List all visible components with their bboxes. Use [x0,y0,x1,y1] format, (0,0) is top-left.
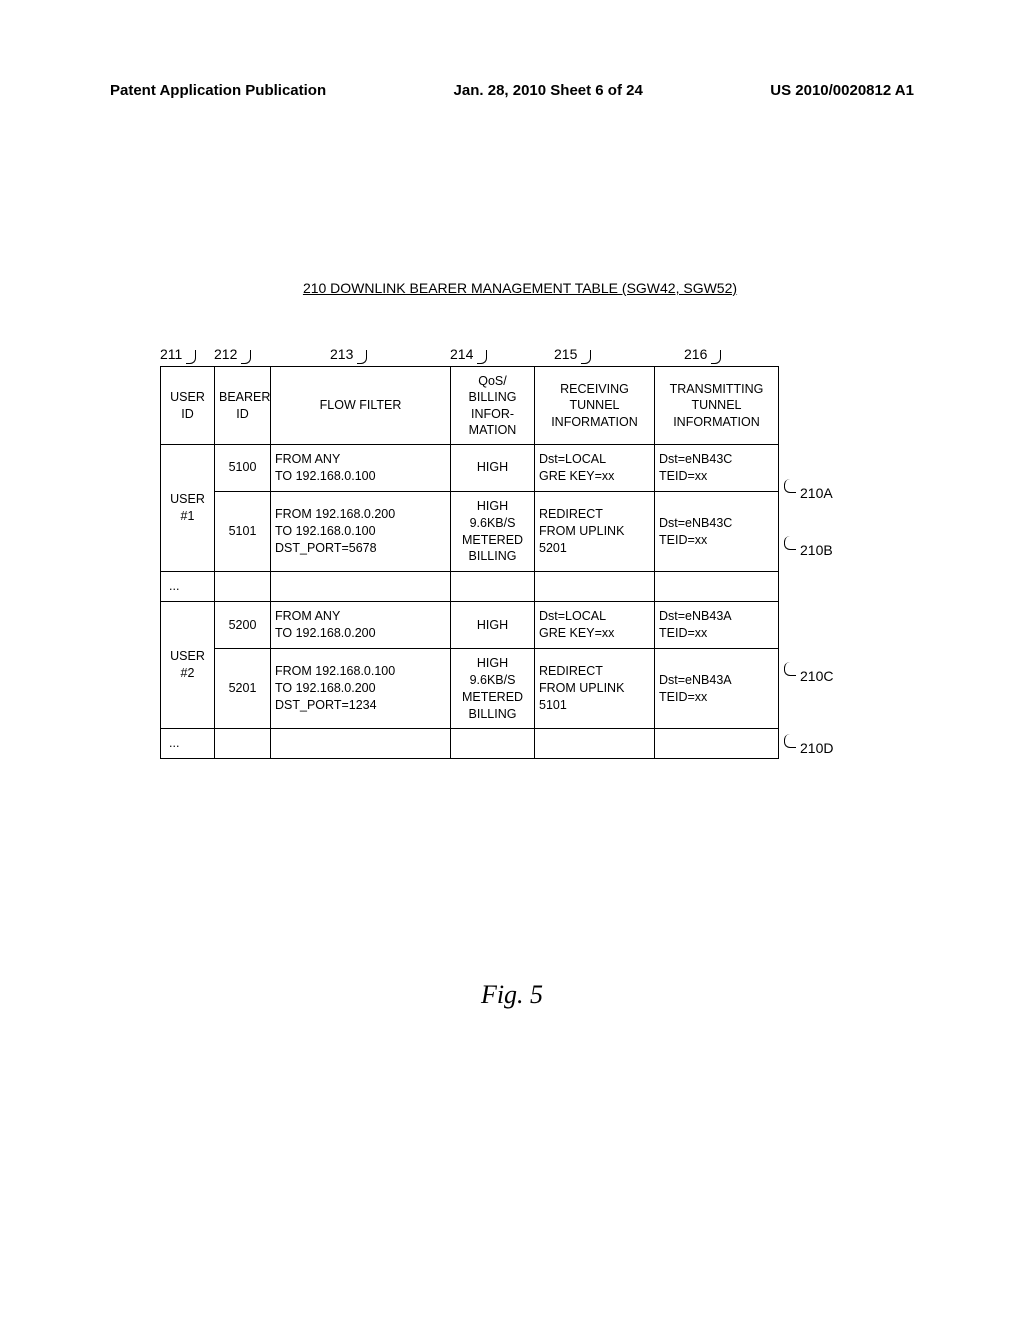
cell-empty [655,572,779,602]
row-ref-label: 210D [800,740,833,756]
cell-trans: Dst=eNB43C TEID=xx [655,445,779,492]
row-ref-label: 210A [800,485,833,501]
cell-qos: HIGH 9.6KB/S METERED BILLING [451,648,535,729]
cell-empty [655,729,779,759]
cell-empty [271,729,451,759]
table-row-ellipsis: ... [161,729,779,759]
cell-empty [535,572,655,602]
bearer-management-table: USER ID BEARER ID FLOW FILTER QoS/ BILLI… [160,366,779,759]
th-trans-tunnel: TRANSMITTING TUNNEL INFORMATION [655,367,779,445]
table-row: USER #1 5100 FROM ANY TO 192.168.0.100 H… [161,445,779,492]
cell-empty [451,572,535,602]
header-left: Patent Application Publication [110,82,326,99]
th-qos: QoS/ BILLING INFOR- MATION [451,367,535,445]
table-row: 5201 FROM 192.168.0.100 TO 192.168.0.200… [161,648,779,729]
table-row-ellipsis: ... [161,572,779,602]
cell-trans: Dst=eNB43A TEID=xx [655,648,779,729]
cell-ellipsis: ... [161,729,215,759]
bracket-icon [477,350,487,364]
col-ref-215: 215 [554,346,577,362]
cell-bearer-id: 5200 [215,602,271,649]
cell-qos: HIGH [451,445,535,492]
cell-ellipsis: ... [161,572,215,602]
cell-empty [215,729,271,759]
cell-qos: HIGH 9.6KB/S METERED BILLING [451,491,535,572]
cell-recv: REDIRECT FROM UPLINK 5101 [535,648,655,729]
cell-empty [535,729,655,759]
row-ref-210b: 210B [800,542,833,558]
figure-caption: Fig. 5 [0,980,1024,1010]
row-ref-label: 210B [800,542,833,558]
bracket-icon [711,350,721,364]
cell-qos: HIGH [451,602,535,649]
cell-empty [215,572,271,602]
cell-trans: Dst=eNB43A TEID=xx [655,602,779,649]
th-user-id: USER ID [161,367,215,445]
cell-flow-filter: FROM 192.168.0.100 TO 192.168.0.200 DST_… [271,648,451,729]
col-ref-212: 212 [214,346,237,362]
cell-bearer-id: 5101 [215,491,271,572]
cell-empty [271,572,451,602]
cell-recv: Dst=LOCAL GRE KEY=xx [535,445,655,492]
col-ref-216: 216 [684,346,707,362]
bracket-icon [784,734,796,748]
cell-recv: REDIRECT FROM UPLINK 5201 [535,491,655,572]
bracket-icon [581,350,591,364]
th-flow-filter: FLOW FILTER [271,367,451,445]
cell-empty [451,729,535,759]
cell-bearer-id: 5201 [215,648,271,729]
header-right: US 2010/0020812 A1 [770,82,914,99]
table-row: USER #2 5200 FROM ANY TO 192.168.0.200 H… [161,602,779,649]
cell-flow-filter: FROM 192.168.0.200 TO 192.168.0.100 DST_… [271,491,451,572]
cell-flow-filter: FROM ANY TO 192.168.0.100 [271,445,451,492]
col-ref-214: 214 [450,346,473,362]
column-reference-labels: 211 212 213 214 215 216 [160,346,880,362]
bracket-icon [784,479,796,493]
bracket-icon [241,350,251,364]
cell-trans: Dst=eNB43C TEID=xx [655,491,779,572]
bracket-icon [186,350,196,364]
bracket-icon [784,662,796,676]
table-title: 210 DOWNLINK BEARER MANAGEMENT TABLE (SG… [160,280,880,296]
cell-recv: Dst=LOCAL GRE KEY=xx [535,602,655,649]
header-center: Jan. 28, 2010 Sheet 6 of 24 [454,82,643,99]
col-ref-211: 211 [160,346,182,362]
th-recv-tunnel: RECEIVING TUNNEL INFORMATION [535,367,655,445]
figure-area: 210 DOWNLINK BEARER MANAGEMENT TABLE (SG… [160,280,880,759]
cell-bearer-id: 5100 [215,445,271,492]
row-ref-210d: 210D [800,740,833,756]
table-row: 5101 FROM 192.168.0.200 TO 192.168.0.100… [161,491,779,572]
row-ref-210c: 210C [800,668,833,684]
bracket-icon [784,536,796,550]
row-ref-210a: 210A [800,485,833,501]
cell-user-id: USER #1 [161,445,215,572]
row-ref-label: 210C [800,668,833,684]
cell-user-id: USER #2 [161,602,215,729]
cell-flow-filter: FROM ANY TO 192.168.0.200 [271,602,451,649]
page-header: Patent Application Publication Jan. 28, … [110,82,914,99]
th-bearer-id: BEARER ID [215,367,271,445]
col-ref-213: 213 [330,346,353,362]
table-header-row: USER ID BEARER ID FLOW FILTER QoS/ BILLI… [161,367,779,445]
bracket-icon [357,350,367,364]
